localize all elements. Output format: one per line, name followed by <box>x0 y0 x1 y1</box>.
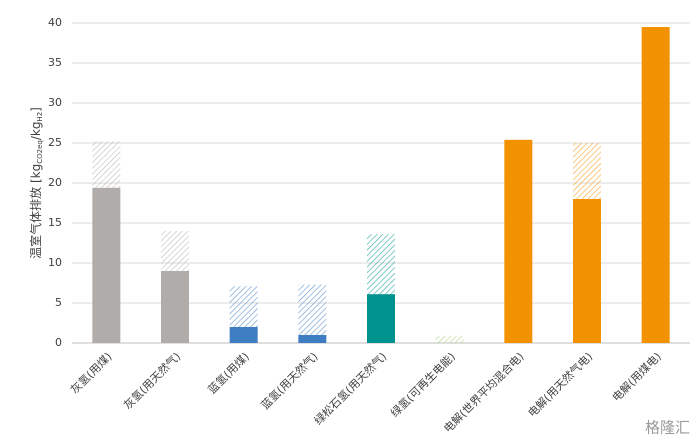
y-axis-label-part: /kg <box>29 122 43 141</box>
y-tick-label: 30 <box>48 96 62 109</box>
bar-segment <box>367 294 395 343</box>
bar-segment <box>161 271 189 343</box>
bar-segment-hatched <box>298 284 327 335</box>
y-axis-label-part: ] <box>29 107 43 112</box>
bar-segment-hatched <box>229 286 258 327</box>
y-tick-label: 40 <box>48 16 62 29</box>
y-tick-label: 0 <box>55 336 62 349</box>
bar-segment <box>92 187 121 343</box>
y-axis-label-part: 温室气体排放 [kg <box>28 164 43 259</box>
y-axis-label-subscript: H2 <box>36 112 44 122</box>
y-tick-label: 20 <box>48 176 62 189</box>
bar-segment-hatched <box>367 234 395 295</box>
bar-segment-hatched <box>161 231 189 271</box>
y-axis-label-subscript: CO2eq <box>36 140 44 164</box>
y-tick-label: 5 <box>55 296 62 309</box>
y-tick-label: 25 <box>48 136 62 149</box>
y-axis-label: 温室气体排放 [kgCO2eq/kgH2] <box>28 107 45 259</box>
bar-segment <box>298 335 327 343</box>
bar-segment <box>504 139 533 343</box>
bar-segment-hatched <box>573 143 601 199</box>
bar-segment <box>641 27 670 343</box>
y-tick-label: 10 <box>48 256 62 269</box>
bar-segment-hatched <box>92 141 121 188</box>
bar-segment <box>573 199 601 343</box>
y-tick-label: 35 <box>48 56 62 69</box>
watermark: 格隆汇 <box>645 419 690 437</box>
bar-segment <box>229 327 258 343</box>
bar-segment-hatched <box>435 335 464 343</box>
y-tick-label: 15 <box>48 216 62 229</box>
